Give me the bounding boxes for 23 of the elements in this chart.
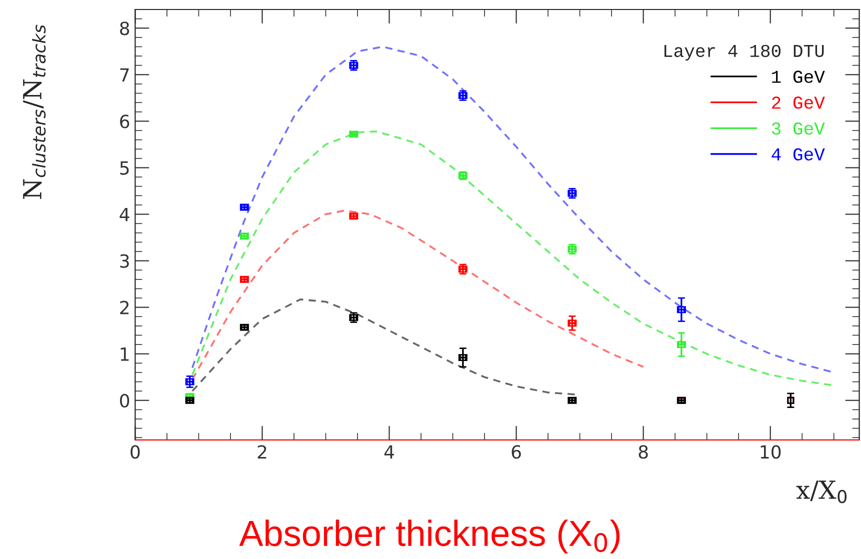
y-tick-label: 7 <box>120 68 129 82</box>
x-tick-label: 6 <box>512 445 521 459</box>
legend-label: 1 GeV <box>772 70 825 83</box>
x-tick-label: 0 <box>130 445 140 459</box>
y-axis-title: N$_{clusters}$/N$_{tracks}$ <box>23 24 46 199</box>
text: x/X$_{0}$ <box>796 480 847 504</box>
y-tick-label: 6 <box>120 114 130 128</box>
y-tick-label: 1 <box>120 348 129 361</box>
y-tick-label: 8 <box>120 22 130 36</box>
legend-label: 2 GeV <box>772 96 825 109</box>
x-tick-label: 4 <box>384 445 394 459</box>
y-tick-label: 3 <box>120 254 129 268</box>
x-tick-label: 8 <box>638 445 648 459</box>
legend-label: 4 GeV <box>772 148 825 161</box>
x-tick-label: 10 <box>760 445 781 459</box>
x-tick-label: 2 <box>258 445 266 459</box>
legend-label: 3 GeV <box>772 122 825 135</box>
y-tick-label: 4 <box>120 208 130 222</box>
x-axis-title: Absorber thickness (X$_{0}$) <box>239 520 620 554</box>
y-tick-label: 2 <box>120 300 129 314</box>
y-tick-label: 5 <box>120 161 129 175</box>
y-tick-label: 0 <box>120 394 130 408</box>
legend-title: Layer 4 180 DTU <box>664 44 824 61</box>
